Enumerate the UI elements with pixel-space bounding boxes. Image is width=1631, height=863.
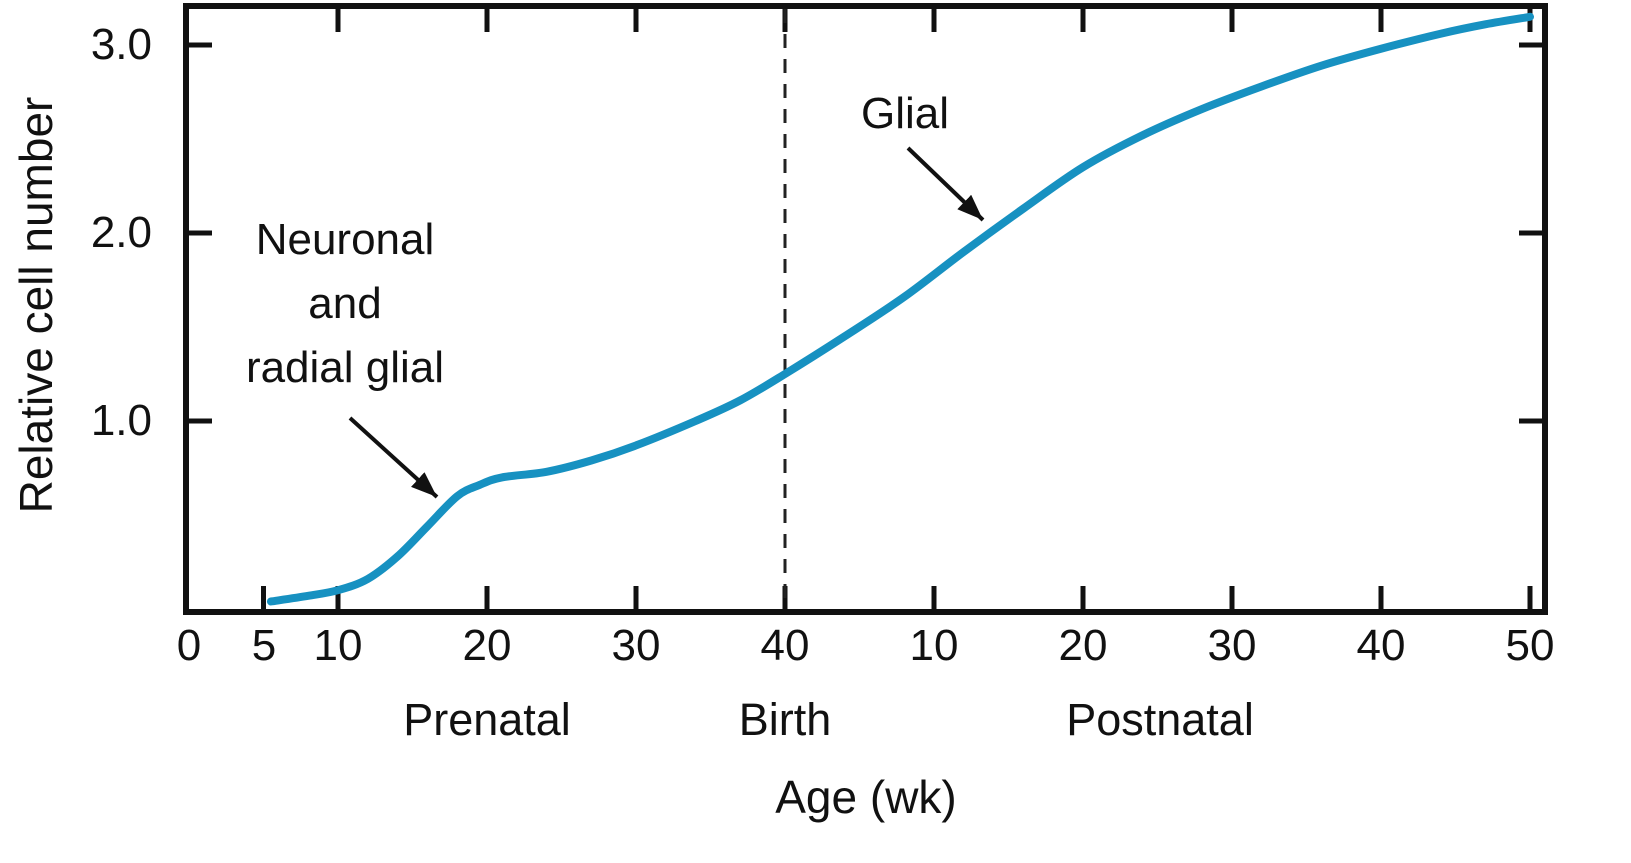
y-tick-label: 3.0 [90,20,152,69]
x-tick-label: 30 [1207,621,1257,670]
x-tick-label: 30 [611,621,661,670]
x-tick-label: 40 [1356,621,1406,670]
x-tick-label: 50 [1505,621,1555,670]
x-tick-label: 10 [313,621,363,670]
annotation-line: and [308,279,382,328]
x-axis-title: Age (wk) [775,771,957,823]
section-label-prenatal: Prenatal [403,694,571,745]
section-label-birth: Birth [738,694,832,745]
x-tick-label: 10 [909,621,959,670]
annotation-neuronal-radial-glial: Neuronal and radial glial [195,208,495,400]
plot-area-frame [183,3,1548,615]
x-tick-label: 20 [462,621,512,670]
y-tick-label: 1.0 [90,396,152,445]
annotation-line: radial glial [245,343,445,392]
x-tick-label: 5 [251,621,277,670]
y-axis-title: Relative cell number [10,96,62,514]
y-tick-label: 2.0 [90,208,152,257]
cell-number-curve [266,12,1534,606]
annotation-line: Neuronal [255,215,435,264]
x-tick-label: 0 [176,621,202,670]
annotation-arrow-icon [906,146,985,222]
annotation-arrow-icon [348,416,439,499]
section-label-postnatal: Postnatal [1066,694,1254,745]
x-tick-label: 40 [760,621,810,670]
x-tick-label: 20 [1058,621,1108,670]
annotation-glial: Glial [860,89,950,138]
